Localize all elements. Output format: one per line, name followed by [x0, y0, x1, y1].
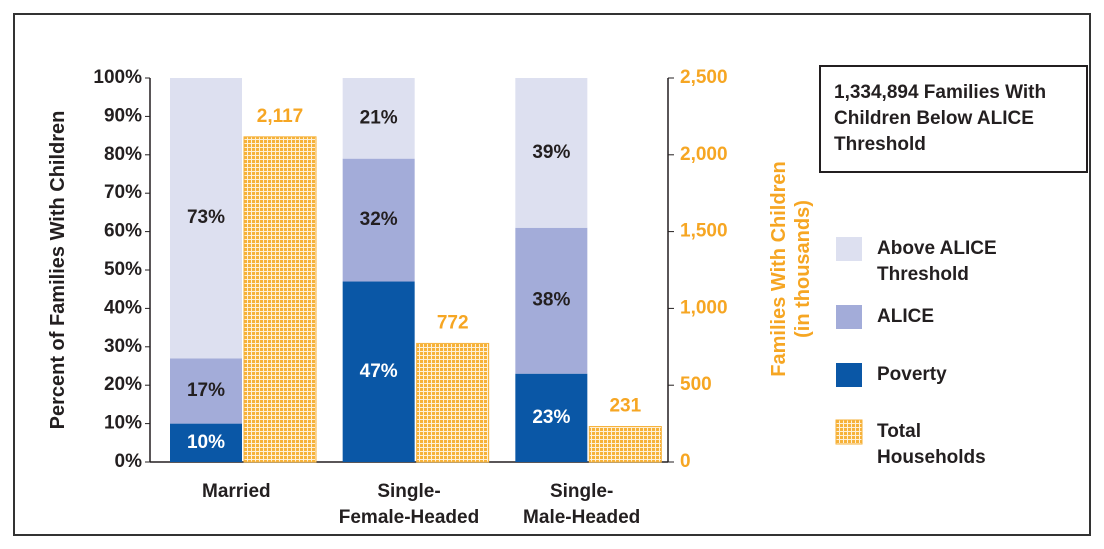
y2-tick-label: 0 — [680, 451, 691, 472]
bar-segment — [342, 281, 415, 462]
x-tick-label: Married — [202, 481, 271, 502]
y-tick-label: 60% — [104, 221, 142, 242]
legend-label: Total Households — [877, 421, 986, 468]
data-label: 21% — [360, 107, 398, 128]
data-label: 10% — [187, 432, 225, 453]
legend-label: ALICE — [877, 306, 934, 327]
bar — [416, 342, 490, 463]
y2-tick-label: 1,500 — [680, 221, 728, 242]
y-tick-label: 40% — [104, 297, 142, 318]
legend-swatch — [836, 305, 862, 329]
frame — [13, 13, 1091, 536]
bar-segment — [170, 358, 242, 424]
data-label: 772 — [437, 312, 469, 333]
bar-segment — [170, 423, 242, 462]
data-label: 23% — [532, 407, 570, 428]
y2-tick-label: 2,000 — [680, 144, 728, 165]
bar-segment — [515, 78, 588, 228]
bar — [243, 136, 317, 463]
y-tick-label: 10% — [104, 413, 142, 434]
bar — [588, 426, 662, 463]
bar-segment — [342, 78, 415, 159]
bar-segment — [170, 78, 242, 359]
x-tick-label: Single- Female-Headed — [338, 481, 480, 528]
data-label: 39% — [532, 142, 570, 163]
data-label: 231 — [609, 396, 641, 417]
bar-segment — [515, 227, 588, 374]
y-tick-label: 90% — [104, 105, 142, 126]
legend-label: Above ALICE Threshold — [877, 238, 997, 285]
y-tick-label: 20% — [104, 374, 142, 395]
y2-tick-label: 500 — [680, 374, 712, 395]
data-label: 38% — [532, 290, 570, 311]
chart-title: 1,334,894 Families With Children Below A… — [834, 82, 1047, 155]
data-label: 17% — [187, 380, 225, 401]
bar-segment — [342, 158, 415, 282]
bar-segment — [515, 373, 588, 462]
title-box — [819, 65, 1088, 173]
x-tick-label: Single- Male-Headed — [523, 481, 641, 528]
data-label: 32% — [360, 209, 398, 230]
legend-swatch — [836, 237, 862, 261]
y2-tick-label: 2,500 — [680, 67, 728, 88]
legend-swatch — [836, 363, 862, 387]
y-tick-label: 100% — [93, 67, 142, 88]
y-axis-label: Percent of Families With Children — [47, 110, 69, 430]
y2-tick-label: 1,000 — [680, 297, 728, 318]
data-label: 73% — [187, 207, 225, 228]
y-tick-label: 50% — [104, 259, 142, 280]
data-label: 47% — [360, 361, 398, 382]
y-tick-label: 0% — [115, 451, 143, 472]
y-tick-label: 80% — [104, 144, 142, 165]
legend-swatch — [835, 419, 863, 445]
y-tick-label: 30% — [104, 336, 142, 357]
y-tick-label: 70% — [104, 182, 142, 203]
y2-axis-label: Families With Children (in thousands) — [768, 161, 814, 377]
data-label: 2,117 — [257, 106, 304, 127]
legend-label: Poverty — [877, 364, 947, 385]
